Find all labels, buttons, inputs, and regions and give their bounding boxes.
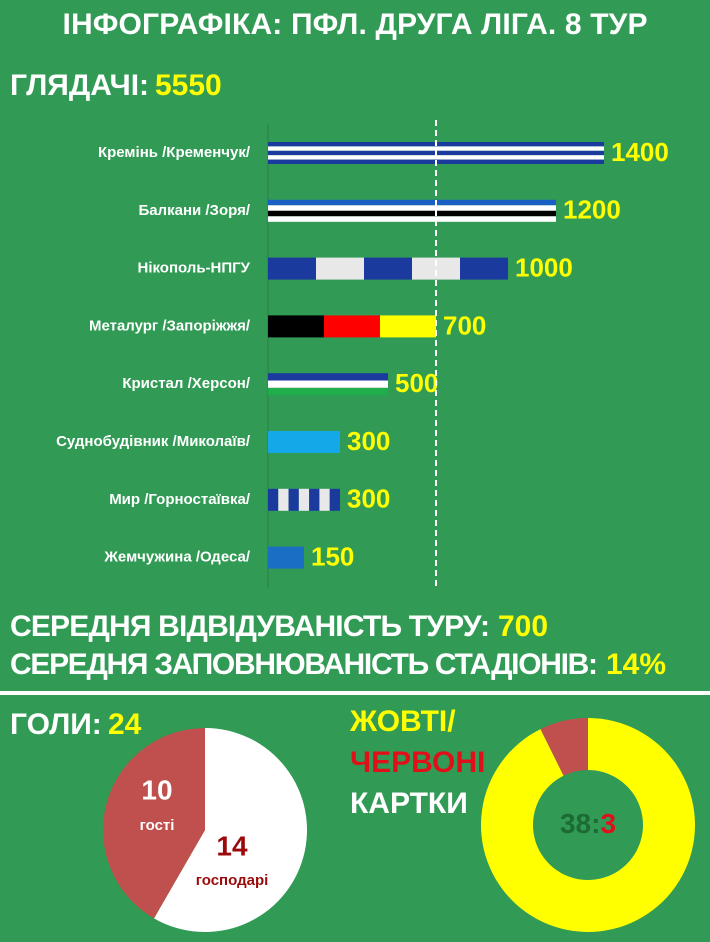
bar-stripe — [268, 216, 556, 222]
bar-stripe — [268, 146, 604, 151]
stat-label: СЕРЕДНЯ ВІДВІДУВАНІСТЬ ТУРУ: — [10, 610, 490, 643]
bar-stripe — [364, 257, 412, 280]
bar-stripe — [268, 315, 324, 338]
value-label: 500 — [395, 368, 438, 398]
bar-stripe — [329, 488, 340, 511]
category-label: Суднобудівник /Миколаїв/ — [56, 433, 251, 450]
category-label: Кремінь /Кременчук/ — [98, 144, 251, 161]
bar-stripe — [412, 257, 460, 280]
category-label: Нікополь-НПГУ — [137, 260, 250, 277]
center-separator: : — [591, 808, 600, 839]
donut-slice — [481, 718, 695, 932]
stat-label: СЕРЕДНЯ ЗАПОВНЮВАНІСТЬ СТАДІОНІВ: — [10, 648, 598, 681]
bar — [268, 546, 304, 569]
total: 5550 — [155, 69, 222, 102]
bar-stripe — [268, 210, 556, 217]
bar-stripe — [316, 257, 364, 280]
bar — [268, 431, 340, 453]
slice-value: 14 — [216, 830, 248, 861]
value-label: 700 — [443, 310, 486, 340]
bar-stripe — [268, 205, 556, 211]
chart-title: ГЛЯДАЧІ: — [10, 69, 149, 102]
center-value: 38 — [560, 808, 591, 839]
slice-name: гості — [140, 817, 175, 834]
category-label: Мир /Горностаївка/ — [109, 491, 251, 508]
total: 24 — [108, 708, 142, 741]
bar — [268, 257, 508, 280]
value-label: 1400 — [611, 137, 669, 167]
bar-stripe — [298, 488, 310, 511]
bar-stripe — [460, 257, 508, 280]
category-label: Жемчужина /Одеса/ — [103, 549, 250, 566]
slice-value: 10 — [141, 774, 172, 805]
slice-name: господарі — [196, 872, 269, 889]
bar — [268, 373, 388, 396]
category-label: Балкани /Зоря/ — [138, 202, 250, 219]
center-label: 38:3 — [560, 808, 616, 839]
bar-stripe — [309, 488, 320, 511]
bar-stripe — [268, 257, 316, 280]
value-label: 300 — [347, 484, 390, 514]
page-title: ІНФОГРАФІКА: ПФЛ. ДРУГА ЛІГА. 8 ТУР — [63, 8, 648, 41]
bar-stripe — [380, 315, 436, 338]
stat-value: 14% — [606, 648, 666, 681]
bar-stripe — [268, 155, 604, 160]
chart-title: ГОЛИ: — [10, 708, 102, 741]
bar — [268, 488, 340, 511]
bar-stripe — [268, 387, 388, 396]
bar-stripe — [268, 373, 388, 381]
value-label: 300 — [347, 426, 390, 456]
bar-stripe — [268, 431, 340, 453]
bar-stripe — [278, 488, 289, 511]
category-label: Металург /Запоріжжя/ — [89, 317, 251, 334]
bar-stripe — [324, 315, 380, 338]
bar — [268, 199, 556, 222]
donut-slice — [540, 718, 588, 776]
bar-stripe — [268, 199, 556, 206]
center-value: 3 — [600, 808, 616, 839]
pie-slice — [103, 728, 205, 919]
bar-stripe — [268, 488, 279, 511]
bar-stripe — [268, 380, 388, 388]
chart-title: ЖОВТІ/ — [349, 705, 456, 738]
pie-slice — [154, 728, 307, 932]
chart-title: КАРТКИ — [350, 787, 468, 820]
bar-stripe — [288, 488, 299, 511]
chart-title: ЧЕРВОНІ — [350, 746, 485, 779]
category-label: Кристал /Херсон/ — [122, 375, 251, 392]
value-label: 150 — [311, 541, 354, 571]
value-label: 1000 — [515, 252, 573, 282]
bar-stripe — [319, 488, 330, 511]
bar-stripe — [268, 546, 304, 569]
stat-value: 700 — [498, 610, 548, 643]
value-label: 1200 — [563, 195, 621, 225]
bar — [268, 315, 436, 338]
